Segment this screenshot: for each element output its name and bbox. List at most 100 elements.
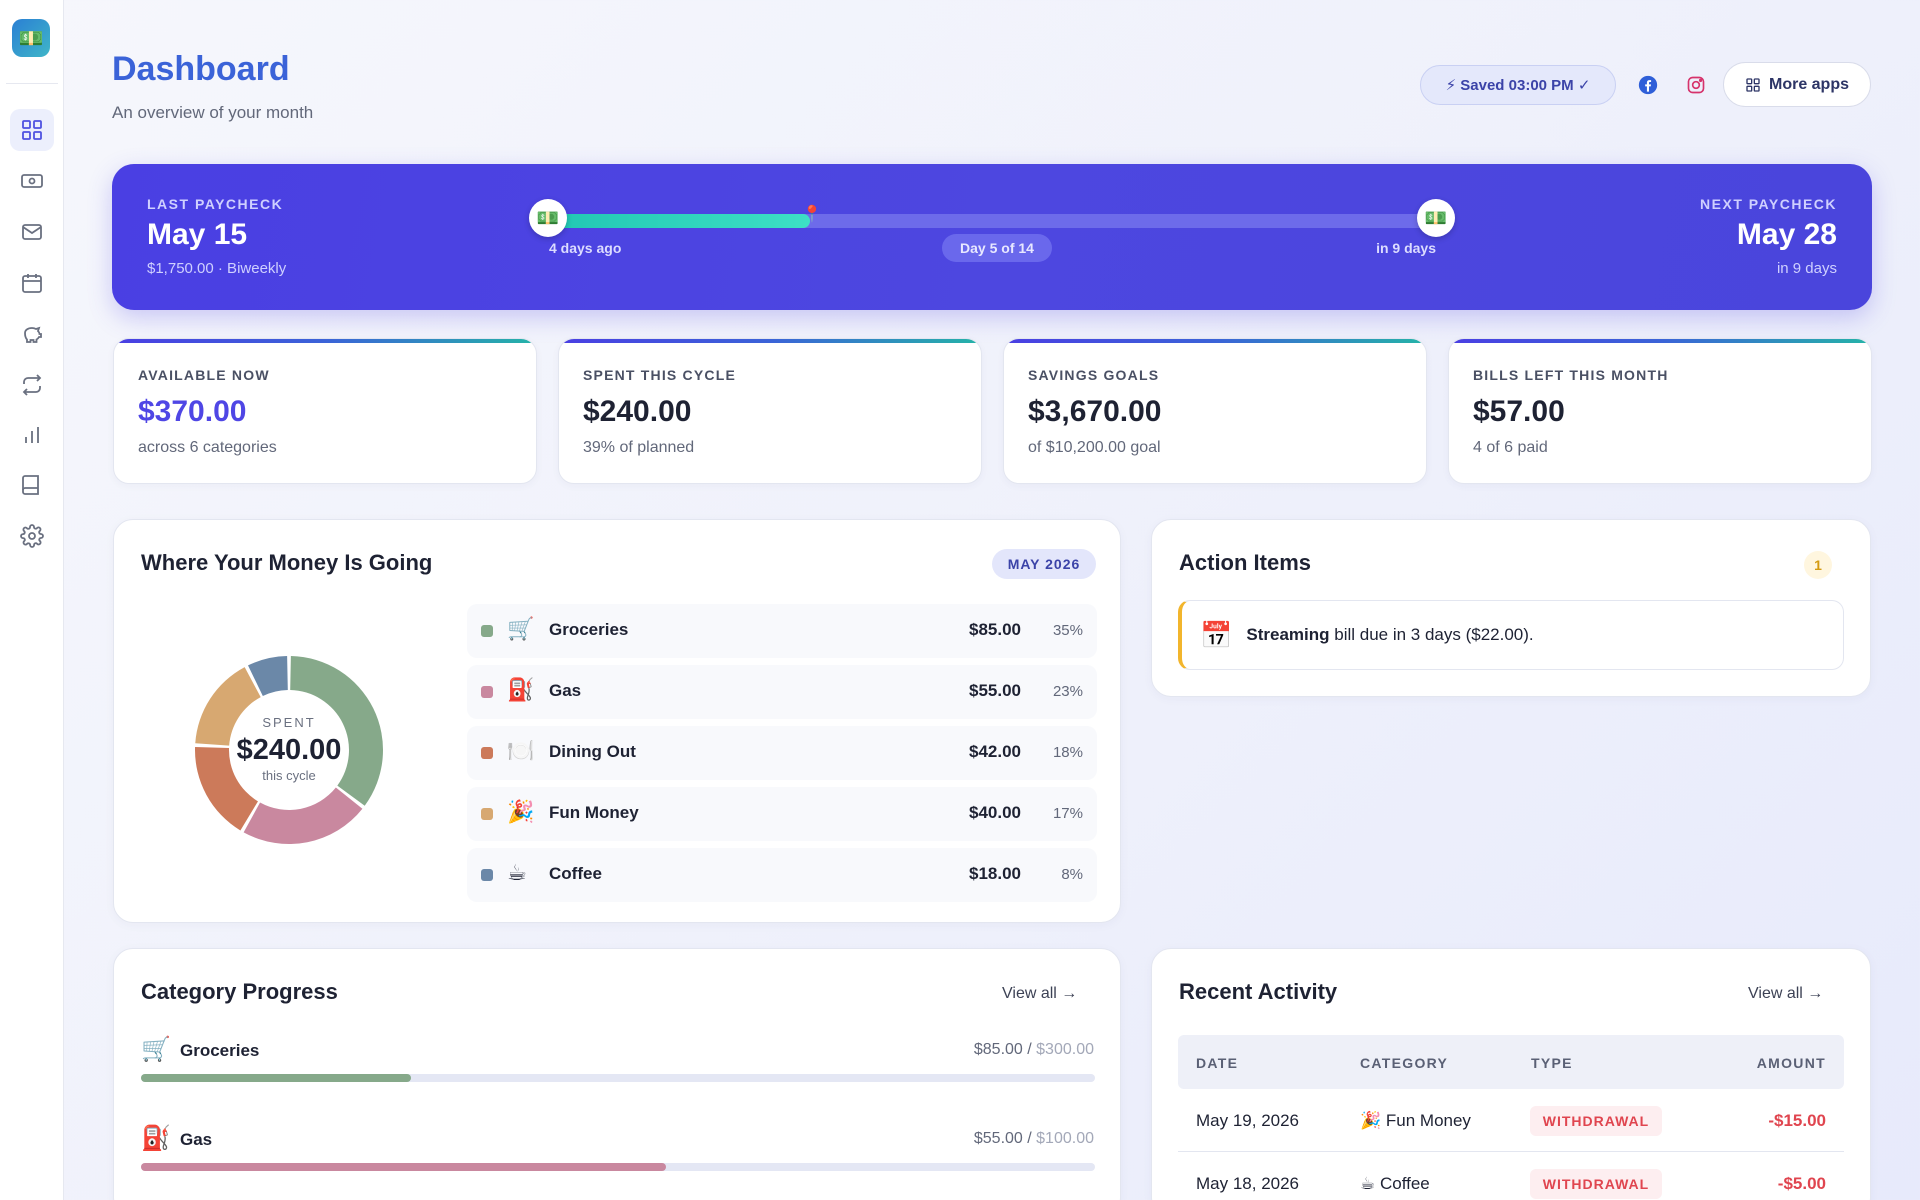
pin-icon: 📍	[802, 206, 822, 223]
spending-category-row[interactable]: 🛒 Groceries $85.00 35%	[467, 604, 1097, 658]
category-progress-track	[141, 1163, 1095, 1171]
donut-slice-groceries[interactable]	[290, 656, 383, 806]
donut-slice-fun-money[interactable]	[195, 667, 261, 746]
action-item[interactable]: 📅 Streaming bill due in 3 days ($22.00).	[1178, 600, 1844, 670]
category-icon: 🍽️	[507, 738, 535, 763]
action-item-text: Streaming bill due in 3 days ($22.00).	[1246, 625, 1533, 645]
card-title: Category Progress	[141, 979, 338, 1004]
stat-card-bills: BILLS LEFT THIS MONTH $57.00 4 of 6 paid	[1448, 338, 1872, 484]
column-header-category[interactable]: CATEGORY	[1360, 1055, 1449, 1071]
saved-status-badge: ⚡ Saved 03:00 PM ✓	[1420, 65, 1616, 105]
category-percent: 8%	[1061, 866, 1083, 883]
row-date: May 18, 2026	[1196, 1174, 1300, 1193]
row-category: ☕ Coffee	[1360, 1174, 1430, 1193]
book-icon	[22, 475, 39, 495]
table-row[interactable]: May 18, 2026 ☕ Coffee WITHDRAWAL -$5.00	[1178, 1152, 1844, 1200]
category-name: Fun Money	[549, 803, 639, 822]
stat-label: AVAILABLE NOW	[138, 367, 270, 383]
column-header-amount[interactable]: AMOUNT	[1756, 1055, 1826, 1071]
table-row[interactable]: May 19, 2026 🎉 Fun Money WITHDRAWAL -$15…	[1178, 1089, 1844, 1152]
card-title: Action Items	[1179, 550, 1312, 575]
donut-slice-coffee[interactable]	[248, 656, 288, 697]
spending-category-row[interactable]: 🍽️ Dining Out $42.00 18%	[467, 726, 1097, 780]
next-paycheck-countdown: in 9 days	[1776, 260, 1837, 277]
instagram-icon[interactable]	[1681, 70, 1711, 100]
type-badge: WITHDRAWAL	[1530, 1106, 1662, 1136]
category-swatch	[481, 686, 493, 698]
sidebar-item-calendar[interactable]	[10, 262, 54, 304]
next-paycheck-label: NEXT PAYCHECK	[1700, 196, 1837, 212]
stat-card-savings: SAVINGS GOALS $3,670.00 of $10,200.00 go…	[1003, 338, 1427, 484]
stat-label: SPENT THIS CYCLE	[583, 367, 736, 383]
category-icon: ⛽	[141, 1125, 171, 1152]
view-all-link[interactable]: View all →	[1002, 985, 1078, 1002]
stat-value: $57.00	[1473, 395, 1565, 428]
sidebar-item-recurring[interactable]	[10, 364, 54, 406]
category-amount: $55.00	[969, 681, 1021, 700]
column-header-date[interactable]: DATE	[1196, 1055, 1239, 1071]
repeat-icon	[22, 374, 42, 396]
category-percent: 35%	[1052, 622, 1083, 639]
category-progress-track	[141, 1074, 1095, 1082]
category-swatch	[481, 869, 493, 881]
stat-value: $240.00	[583, 395, 692, 428]
stat-sub: 39% of planned	[583, 439, 695, 456]
row-amount: -$15.00	[1768, 1111, 1826, 1130]
category-icon: ⛽	[507, 677, 535, 702]
sidebar-item-mail[interactable]	[10, 211, 54, 253]
sidebar-item-budget[interactable]	[10, 160, 54, 202]
row-category: 🎉 Fun Money	[1360, 1111, 1471, 1130]
category-swatch	[481, 625, 493, 637]
month-badge: MAY 2026	[992, 549, 1096, 579]
money-icon	[21, 174, 43, 188]
next-paycheck-date: May 28	[1736, 218, 1837, 251]
limit-amount: $300.00	[1036, 1041, 1094, 1058]
stat-value: $370.00	[138, 395, 247, 428]
stat-sub: of $10,200.00 goal	[1028, 439, 1161, 456]
donut-slice-dining-out[interactable]	[195, 746, 258, 831]
facebook-icon[interactable]	[1633, 70, 1663, 100]
sidebar-item-savings[interactable]	[10, 313, 54, 355]
last-paycheck-date: May 15	[147, 218, 248, 251]
card-title: Where Your Money Is Going	[141, 550, 433, 575]
category-icon: ☕	[507, 860, 527, 885]
sidebar-item-guide[interactable]	[10, 464, 54, 506]
category-icon: 🛒	[507, 616, 535, 641]
sidebar-item-reports[interactable]	[10, 414, 54, 456]
card-title: Recent Activity	[1179, 979, 1338, 1004]
more-apps-button[interactable]: More apps	[1723, 62, 1871, 107]
spending-donut-chart: SPENT $240.00 this cycle	[195, 656, 383, 844]
donut-slice-gas[interactable]	[243, 787, 363, 844]
grid-icon	[1746, 77, 1760, 92]
paycheck-banner: LAST PAYCHECK May 15 $1,750.00 · Biweekl…	[112, 164, 1872, 310]
calendar-icon: 📅	[1200, 619, 1233, 650]
paycheck-progress-track	[549, 214, 1449, 228]
app-logo-icon[interactable]: 💵	[12, 19, 50, 57]
money-icon: 💵	[1417, 199, 1455, 237]
donut-center-sub: this cycle	[262, 768, 315, 783]
sidebar-item-dashboard[interactable]	[10, 109, 54, 151]
category-spent-of-limit: $55.00 / $100.00	[973, 1130, 1094, 1147]
stat-card-spent: SPENT THIS CYCLE $240.00 39% of planned	[558, 338, 982, 484]
category-name: Groceries	[180, 1041, 260, 1060]
view-all-link[interactable]: View all →	[1748, 985, 1824, 1002]
spending-category-row[interactable]: ☕ Coffee $18.00 8%	[467, 848, 1097, 902]
category-name: Gas	[549, 681, 582, 700]
paycheck-progress-fill	[549, 214, 810, 228]
category-name: Dining Out	[549, 742, 636, 761]
category-amount: $85.00	[969, 620, 1021, 639]
day-indicator: Day 5 of 14	[942, 234, 1052, 262]
action-items-card: Action Items 1 📅 Streaming bill due in 3…	[1151, 519, 1871, 697]
sidebar-item-settings[interactable]	[10, 515, 54, 557]
gear-icon	[20, 524, 44, 548]
category-name: Gas	[180, 1130, 213, 1149]
donut-center-label: SPENT	[262, 715, 315, 730]
column-header-type[interactable]: TYPE	[1531, 1055, 1573, 1071]
stat-card-available: AVAILABLE NOW $370.00 across 6 categorie…	[113, 338, 537, 484]
page-subtitle: An overview of your month	[112, 103, 314, 122]
limit-amount: $100.00	[1036, 1130, 1094, 1147]
spending-category-row[interactable]: ⛽ Gas $55.00 23%	[467, 665, 1097, 719]
donut-center-value: $240.00	[237, 734, 342, 766]
sidebar: 💵	[0, 0, 64, 1200]
spending-category-row[interactable]: 🎉 Fun Money $40.00 17%	[467, 787, 1097, 841]
